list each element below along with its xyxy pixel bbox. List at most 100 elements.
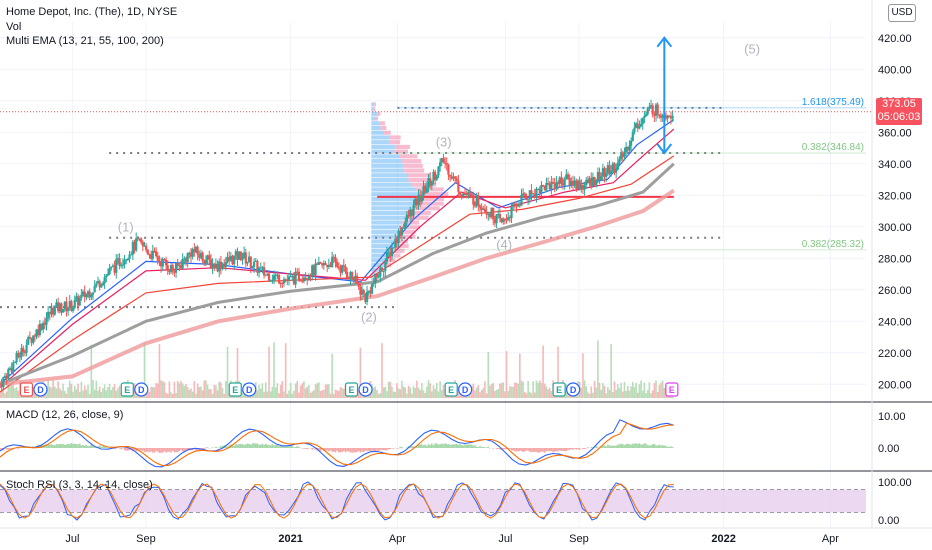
volume-bar — [641, 390, 644, 398]
candle-body — [518, 203, 521, 206]
volume-bar — [208, 389, 211, 398]
candle-body — [272, 275, 276, 280]
candle-body — [615, 169, 618, 173]
volume-bar — [198, 387, 201, 398]
macd-hist-bar — [590, 447, 593, 448]
macd-hist-bar — [254, 443, 257, 448]
vp-bar-up — [371, 130, 384, 135]
candle-body — [233, 255, 236, 265]
macd-hist-bar — [336, 448, 338, 451]
candle-body — [603, 168, 606, 177]
volume-bar — [633, 386, 636, 398]
candle-body — [370, 284, 374, 294]
candle-body — [563, 179, 566, 186]
symbol-title[interactable]: Home Depot, Inc. (The), 1D, NYSE — [6, 6, 178, 18]
vp-bar-down — [404, 168, 425, 173]
volume-bar — [643, 382, 646, 398]
volume-bar — [279, 384, 282, 398]
candle-body — [55, 302, 58, 307]
volume-bar — [509, 386, 511, 398]
candle-body — [307, 275, 311, 280]
vp-bar-down — [394, 149, 408, 154]
volume-bar — [339, 386, 342, 398]
vp-bar-down — [383, 262, 392, 268]
candle-body — [575, 180, 578, 189]
volume-bar — [67, 387, 69, 398]
stoch-rsi-label[interactable]: Stoch RSI (3, 3, 14, 14, close) — [6, 479, 153, 491]
candle-body — [130, 254, 133, 256]
volume-bar — [620, 382, 622, 398]
price-axis[interactable]: 420.00400.00380.00360.00340.00320.00300.… — [878, 33, 912, 527]
volume-bar — [592, 392, 594, 398]
candle-body — [271, 279, 274, 281]
volume-bar — [519, 353, 521, 398]
volume-label[interactable]: Vol — [6, 21, 22, 33]
macd-hist-bar — [77, 444, 79, 448]
y-tick-label: 360.00 — [878, 127, 912, 139]
candle-body — [113, 265, 116, 273]
macd-hist-bar — [387, 448, 390, 450]
macd-hist-bar — [419, 444, 421, 448]
macd-hist-bar — [562, 448, 564, 451]
candle-body — [246, 262, 249, 264]
y-tick-label: 200.00 — [878, 379, 912, 391]
macd-label[interactable]: MACD (12, 26, close, 9) — [6, 409, 124, 421]
time-axis[interactable]: Jul Sep 2021 Apr Jul Sep 2022 Apr — [65, 533, 839, 545]
y-tick-label: 240.00 — [878, 316, 912, 328]
macd-hist-bar — [87, 445, 89, 448]
projection-arrow[interactable] — [656, 36, 673, 155]
candle-body — [669, 116, 673, 119]
candle-body — [621, 153, 624, 158]
candle-body — [168, 270, 171, 273]
macd-hist-bar — [311, 448, 314, 450]
macd-hist-bar — [205, 447, 207, 448]
macd-hist-bar — [663, 445, 666, 448]
vp-bar-down — [389, 140, 401, 145]
candle-body — [427, 178, 430, 188]
macd-hist-bar — [339, 448, 342, 453]
candle-body — [520, 194, 523, 206]
ema-label[interactable]: Multi EMA (13, 21, 55, 100, 200) — [6, 35, 164, 47]
candle-body — [23, 352, 27, 354]
currency-button[interactable]: USD — [888, 4, 916, 22]
macd-hist-bar — [118, 448, 121, 449]
candle-body — [223, 263, 226, 267]
candle-body — [478, 205, 482, 208]
candle-body — [58, 303, 61, 312]
candle-body — [153, 250, 156, 252]
volume-bar — [323, 389, 325, 398]
candle-body — [73, 299, 76, 308]
candle-body — [566, 174, 570, 178]
vp-bar-down — [399, 154, 418, 159]
candle-body — [502, 218, 505, 223]
volume-bar — [68, 380, 71, 398]
candle-body — [30, 337, 33, 343]
arrow-head-up — [656, 36, 673, 48]
macd-hist-bar — [347, 448, 350, 452]
volume-bar — [626, 386, 629, 398]
candle-body — [282, 279, 286, 284]
volume-bar — [357, 390, 360, 398]
candle-body — [234, 251, 237, 256]
candle-body — [347, 277, 350, 279]
volume-bar — [587, 392, 589, 398]
macd-hist-bar — [236, 444, 239, 448]
macd-hist-bar — [9, 448, 11, 450]
candle-body — [211, 263, 214, 268]
candle-body — [432, 171, 435, 181]
candle-body — [606, 165, 609, 174]
macd-hist-bar — [369, 448, 372, 451]
candle-body — [40, 323, 43, 330]
vp-bar-up — [371, 173, 409, 178]
candle-body — [17, 352, 20, 357]
candle-body — [630, 140, 633, 146]
macd-hist-bar — [538, 448, 541, 453]
volume-bar — [336, 390, 338, 398]
volume-bar — [113, 384, 116, 398]
volume-bar — [399, 389, 402, 398]
volume-bar — [635, 382, 637, 398]
vp-bar-up — [371, 177, 409, 183]
volume-bar — [263, 392, 265, 398]
